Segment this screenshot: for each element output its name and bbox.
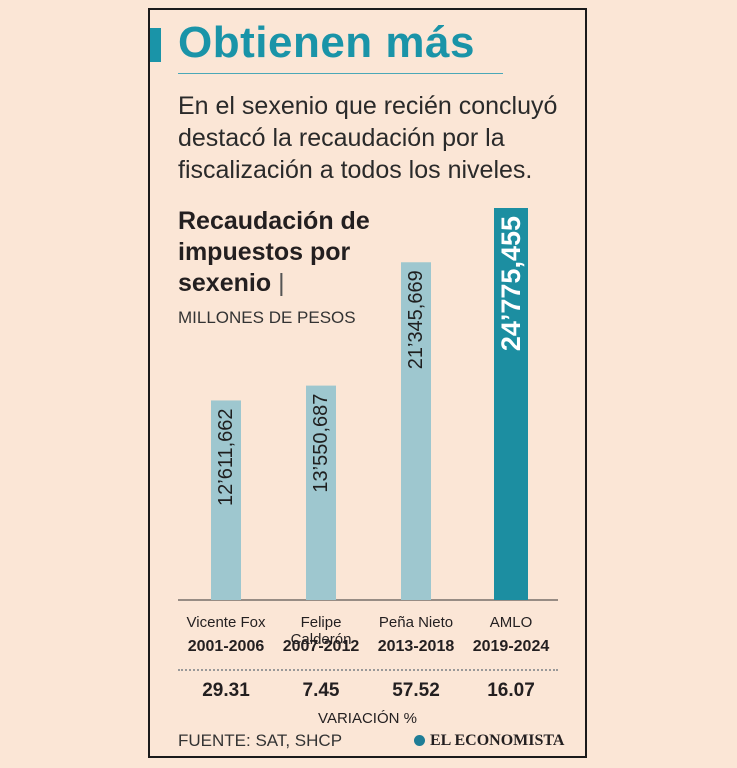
variation-value: 7.45 (302, 680, 340, 701)
bar-value-label: 24’775,455 (496, 216, 526, 351)
source-note: FUENTE: SAT, SHCP (178, 731, 343, 750)
chart-unit: MILLONES DE PESOS (178, 308, 356, 327)
variation-value: 57.52 (392, 680, 440, 701)
page-title: Obtienen más (178, 18, 475, 67)
chart-title-text: Recaudación de impuestos por sexenio (178, 207, 370, 297)
title-separator: | (278, 269, 285, 297)
x-tick-years: 2013-2018 (377, 638, 455, 655)
infographic-frame: Obtienen más En el sexenio que recién co… (148, 8, 587, 758)
subtitle: En el sexenio que recién concluyó destac… (178, 92, 558, 184)
bar-value-label: 13’550,687 (310, 394, 332, 493)
bar (211, 400, 241, 600)
x-tick-years: 2001-2006 (187, 638, 265, 655)
variation-value: 29.31 (202, 680, 250, 701)
x-tick-years: 2007-2012 (282, 638, 360, 655)
x-tick-label: Peña Nieto (378, 614, 454, 631)
variation-value: 16.07 (487, 680, 535, 701)
bar (494, 208, 528, 600)
title-accent-bar (150, 28, 161, 62)
brand-name: EL ECONOMISTA (430, 732, 565, 749)
bar (306, 385, 336, 600)
bar-chart: 12’611,662 13’550,687 21’345,669 24’775,455 (178, 208, 558, 601)
dotted-divider (178, 669, 558, 671)
x-tick-label: Vicente Fox (186, 614, 266, 631)
title-divider (178, 73, 503, 74)
bar-value-label: 21’345,669 (405, 270, 427, 369)
x-tick-years: 2019-2024 (472, 638, 550, 655)
bar (401, 262, 431, 600)
brand-icon (414, 735, 425, 746)
chart-title: Recaudación de impuestos por sexenio | (178, 206, 393, 299)
variation-label: VARIACIÓN % (318, 710, 417, 727)
x-tick-label: Felipe Calderón (290, 614, 352, 648)
x-tick-label: AMLO (489, 614, 533, 631)
bar-value-label: 12’611,662 (215, 408, 237, 506)
brand-logo: EL ECONOMISTA (414, 732, 564, 750)
